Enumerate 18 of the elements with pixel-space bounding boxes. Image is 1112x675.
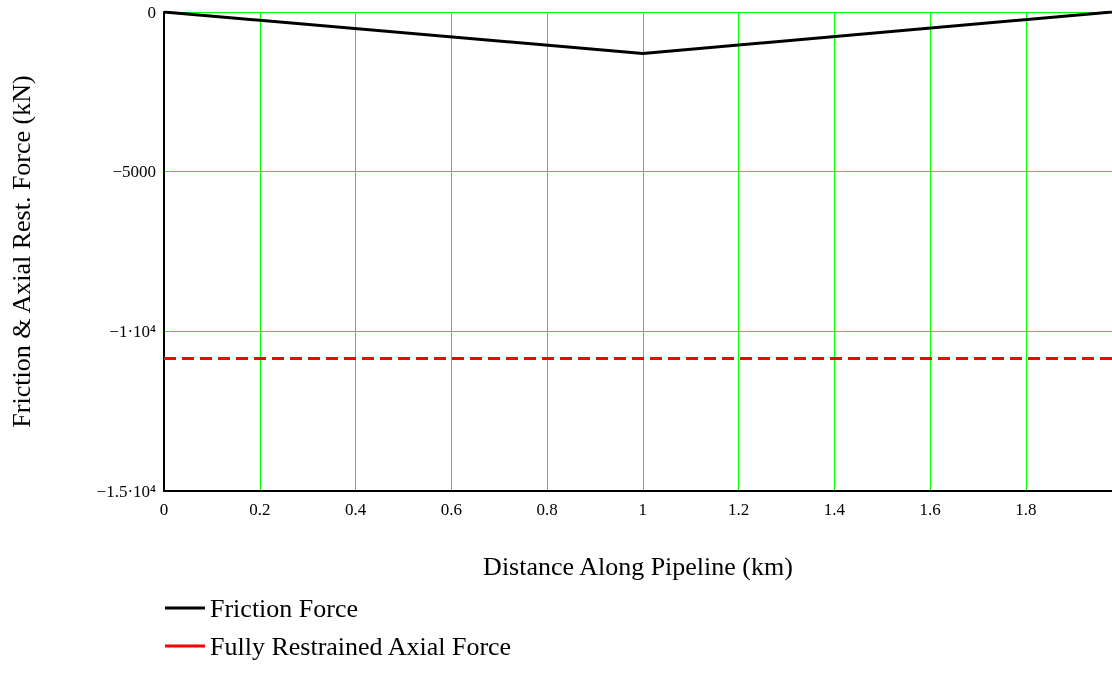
legend-label: Friction Force — [210, 593, 359, 623]
y-tick-label: −1·10⁴ — [109, 321, 157, 341]
x-tick-label: 0.8 — [536, 500, 558, 519]
y-tick-label: 0 — [147, 2, 156, 22]
x-tick-label: 1.6 — [919, 500, 941, 519]
y-tick-label: −1.5·10⁴ — [96, 481, 157, 501]
x-tick-label: 1 — [638, 500, 648, 519]
x-axis-title: Distance Along Pipeline (km) — [483, 551, 793, 581]
x-tick-label: 0.6 — [440, 500, 462, 519]
x-tick-label: 0.2 — [249, 500, 271, 519]
x-tick-label: 0.4 — [344, 500, 367, 519]
y-axis-title: Friction & Axial Rest. Force (kN) — [6, 75, 36, 428]
legend-label: Fully Restrained Axial Force — [210, 631, 512, 661]
x-tick-label: 1.2 — [727, 500, 750, 519]
y-tick-label: −5000 — [112, 162, 156, 182]
x-tick-label: 0 — [159, 500, 169, 519]
x-tick-label: 1.4 — [823, 500, 846, 519]
x-tick-label: 1.8 — [1015, 500, 1037, 519]
